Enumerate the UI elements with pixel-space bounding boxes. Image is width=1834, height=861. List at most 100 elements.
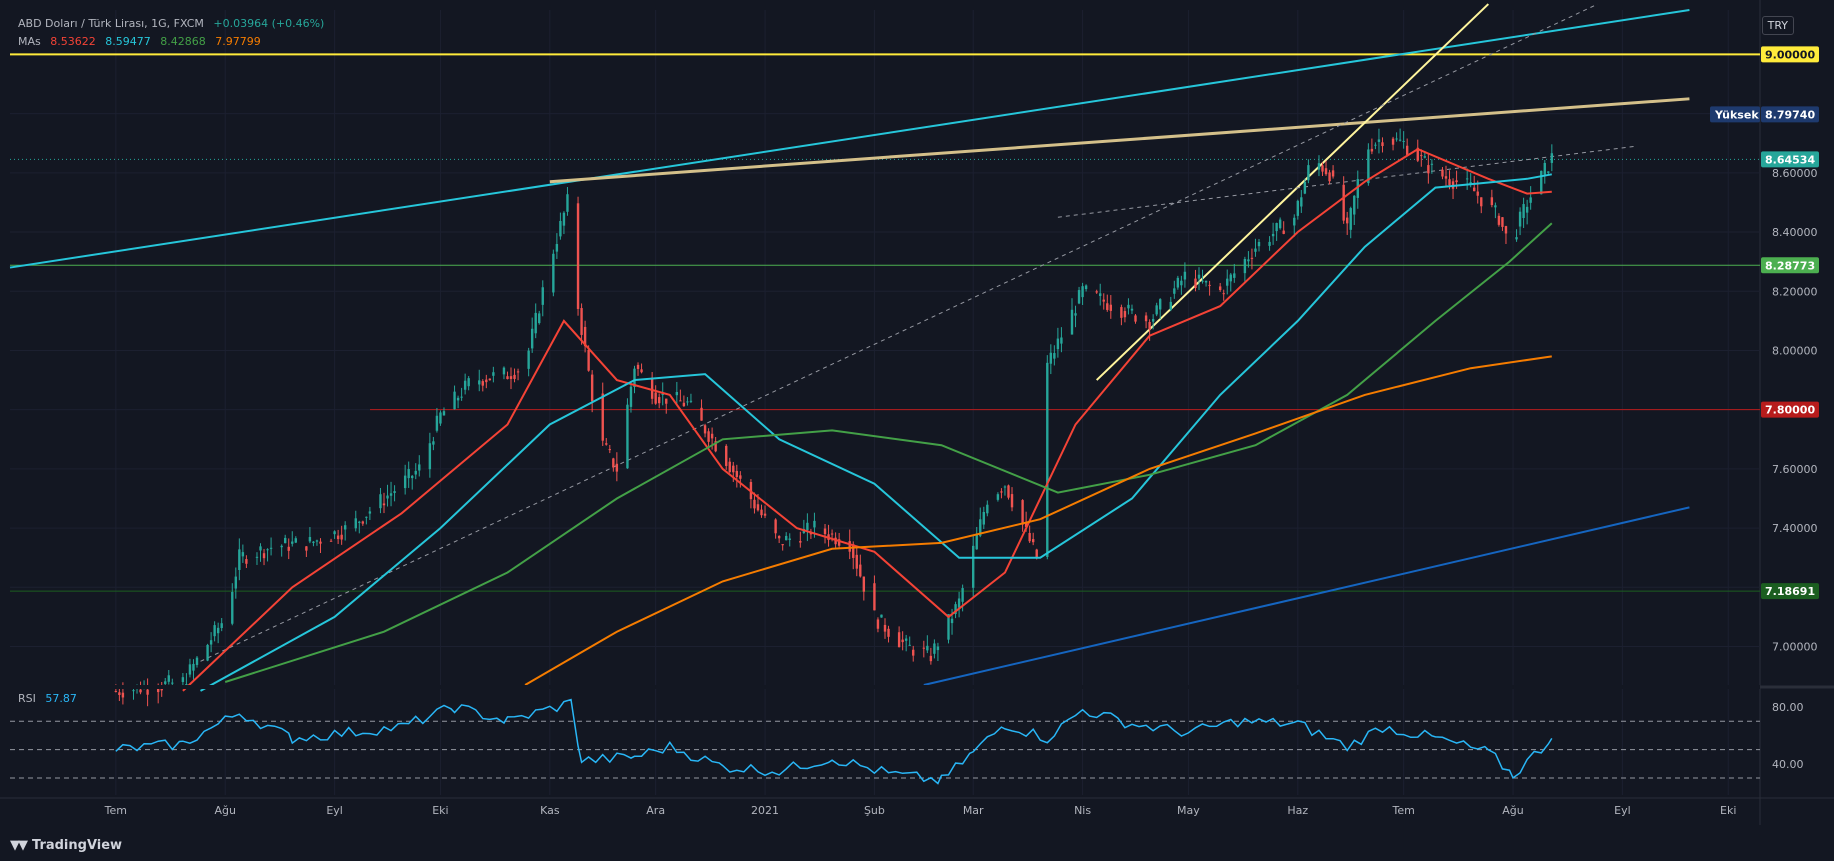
candle-body xyxy=(897,632,901,648)
candle-body xyxy=(880,614,883,618)
candle-body xyxy=(336,535,340,540)
candle-body xyxy=(1522,204,1525,219)
candle-body xyxy=(1490,197,1494,206)
candle-body xyxy=(541,287,544,305)
candle-body xyxy=(1201,280,1204,282)
candle-body xyxy=(1444,176,1448,179)
candle-body xyxy=(1476,191,1479,196)
price-tick-label: 7.00000 xyxy=(1772,641,1818,654)
candle-body xyxy=(615,463,619,472)
time-tick-label: 2021 xyxy=(751,804,779,817)
candle-body xyxy=(552,253,555,293)
candle-body xyxy=(1176,277,1180,288)
candle-body xyxy=(1465,178,1469,180)
candle-body xyxy=(1024,522,1028,527)
price-axis-label-text: 7.18691 xyxy=(1765,585,1815,598)
candle-body xyxy=(1229,274,1232,282)
candle-body xyxy=(933,643,936,654)
candle-body xyxy=(269,547,273,549)
candle-body xyxy=(1356,179,1359,198)
candle-body xyxy=(1543,162,1546,175)
candle-body xyxy=(1515,237,1518,240)
candle-body xyxy=(343,525,347,530)
candle-body xyxy=(358,521,361,523)
candle-body xyxy=(908,644,911,646)
candle-body xyxy=(188,664,192,675)
candle-body xyxy=(813,520,816,528)
candle-body xyxy=(1049,352,1053,364)
price-axis-label-text: 8.28773 xyxy=(1765,259,1815,272)
time-tick-label: Tem xyxy=(1391,804,1414,817)
time-tick-label: Nis xyxy=(1074,804,1091,817)
candle-body xyxy=(1000,491,1003,493)
time-tick-label: Eyl xyxy=(326,804,343,817)
price-axis-label-text: 9.00000 xyxy=(1765,48,1815,61)
candle-body xyxy=(904,638,908,641)
candle-body xyxy=(862,576,866,592)
candle-body xyxy=(291,541,294,544)
candle-body xyxy=(781,544,784,546)
candle-body xyxy=(972,545,975,588)
candle-body xyxy=(259,546,262,551)
candle-body xyxy=(1430,163,1434,165)
candle-body xyxy=(1120,307,1123,318)
rsi-line xyxy=(115,698,1553,785)
candle-body xyxy=(1134,315,1137,322)
candle-body xyxy=(912,649,915,656)
candle-body xyxy=(1028,533,1031,542)
candle-body xyxy=(1501,217,1504,227)
candle-body xyxy=(1046,362,1049,557)
candle-body xyxy=(887,628,890,637)
candle-body xyxy=(1074,313,1077,316)
candle-body xyxy=(453,391,456,410)
candle-body xyxy=(442,411,446,416)
candle-body xyxy=(700,407,703,421)
candle-body xyxy=(121,692,125,698)
dashed-channel-line xyxy=(1057,145,1637,218)
candle-body xyxy=(1077,290,1081,304)
candle-body xyxy=(132,690,135,692)
tradingview-logo[interactable]: ▼▼ TradingView xyxy=(10,838,122,853)
ma-label: MAs xyxy=(18,35,41,48)
candle-body xyxy=(636,364,640,369)
candle-body xyxy=(1377,139,1381,142)
candle-body xyxy=(612,458,615,468)
candle-body xyxy=(492,372,495,376)
candle-body xyxy=(1423,156,1427,158)
price-change: +0.03964 (+0.46%) xyxy=(213,17,325,30)
candle-body xyxy=(164,681,167,684)
candle-body xyxy=(516,371,520,373)
candle-body xyxy=(530,328,534,349)
time-tick-label: Eki xyxy=(432,804,448,817)
candle-body xyxy=(855,554,858,569)
candle-body xyxy=(823,528,827,535)
candle-body xyxy=(1529,197,1532,203)
currency-button[interactable]: TRY xyxy=(1761,16,1794,35)
candle-body xyxy=(756,504,760,511)
candle-body xyxy=(957,598,961,608)
candle-body xyxy=(156,688,160,693)
candle-body xyxy=(760,509,763,516)
candle-body xyxy=(1420,155,1423,157)
price-tick-label: 7.40000 xyxy=(1772,522,1818,535)
candle-body xyxy=(1218,286,1222,291)
candle-body xyxy=(1405,145,1409,155)
candle-body xyxy=(566,194,569,212)
price-axis-label xyxy=(1761,46,1819,63)
candle-body xyxy=(365,516,368,518)
candle-body xyxy=(601,393,604,441)
time-tick-label: Tem xyxy=(104,804,127,817)
time-tick-label: Ağu xyxy=(214,804,235,817)
candle-body xyxy=(1254,248,1257,252)
price-axis-label xyxy=(1761,106,1819,123)
candle-body xyxy=(389,493,393,496)
candle-body xyxy=(312,541,315,543)
candle-body xyxy=(1070,309,1074,335)
candle-body xyxy=(213,625,216,637)
candle-body xyxy=(873,583,876,611)
candle-body xyxy=(1370,148,1374,152)
candle-body xyxy=(763,513,767,516)
candle-body xyxy=(1056,338,1060,350)
